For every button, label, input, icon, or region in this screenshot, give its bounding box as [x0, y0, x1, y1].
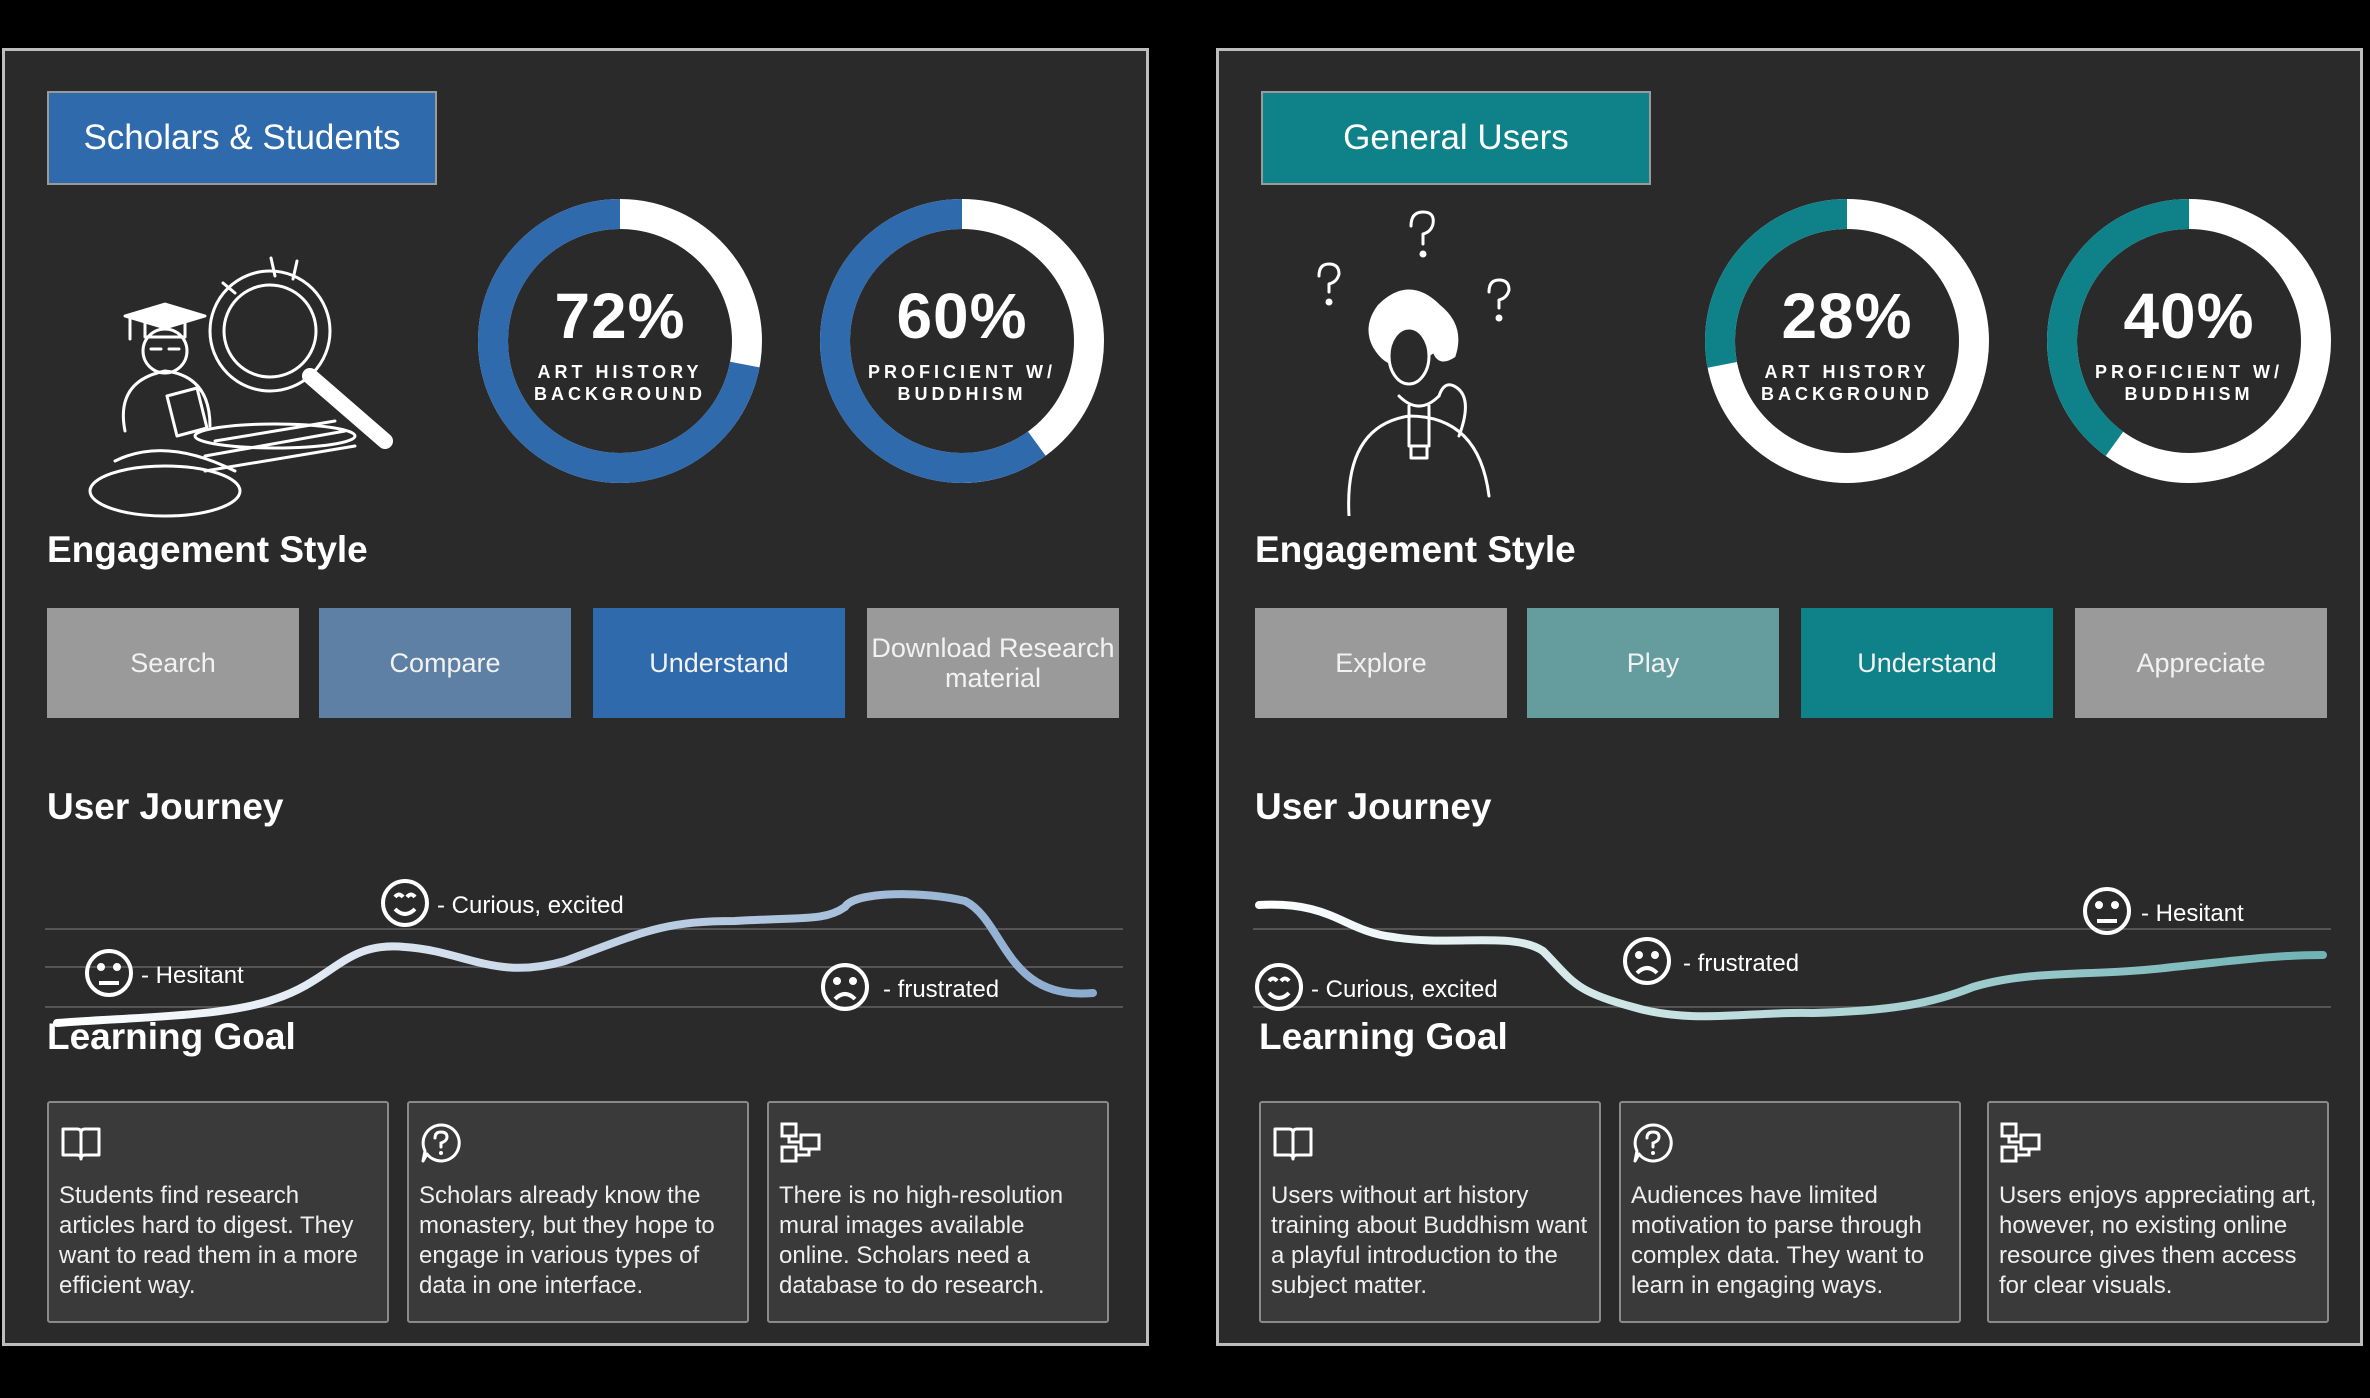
- journey-label-hesitant: - Hesitant: [2141, 900, 2244, 927]
- engagement-compare: Compare: [319, 608, 571, 718]
- learning-goal-heading: Learning Goal: [47, 1016, 296, 1057]
- donut-ring: [820, 199, 1104, 483]
- goal-card: Audiences have limited motivation to par…: [1619, 1101, 1961, 1323]
- journey-label-hesitant: - Hesitant: [141, 962, 244, 989]
- user-journey-chart: - Curious, excited - frustrated - Hesita…: [1253, 887, 2331, 1021]
- general-users-panel: General Users 28% ART HISTORY BACKGROUND…: [1216, 48, 2363, 1346]
- frowning-face-icon: [1623, 937, 1671, 985]
- frowning-face-icon: [821, 963, 869, 1011]
- user-journey-chart: - Hesitant - Curious, excited - frustrat…: [45, 879, 1123, 1027]
- journey-label-curious: - Curious, excited: [1311, 976, 1498, 1003]
- donut-percent: 28%: [1781, 280, 1913, 352]
- engagement-download: Download Research material: [867, 608, 1119, 718]
- engagement-heading: Engagement Style: [47, 529, 368, 570]
- donut-label: PROFICIENT W/ BUDDHISM: [2095, 362, 2283, 404]
- goal-card: There is no high-resolution mural images…: [767, 1101, 1109, 1323]
- general-user-illustration: [1317, 210, 1511, 516]
- goal-text: Users without art history training about…: [1271, 1182, 1588, 1299]
- journey-line: [53, 890, 1097, 1027]
- journey-label-frustrated: - frustrated: [883, 976, 999, 1003]
- neutral-face-icon: [2083, 887, 2131, 935]
- persona-title: Scholars & Students: [47, 91, 437, 185]
- smiling-face-icon: [1255, 963, 1303, 1011]
- persona-title: General Users: [1261, 91, 1651, 185]
- image-grid-icon: [780, 1122, 821, 1163]
- art-history-donut: 28% ART HISTORY BACKGROUND: [1697, 191, 1997, 491]
- donut-percent: 40%: [2123, 280, 2255, 352]
- engagement-appreciate: Appreciate: [2075, 608, 2327, 718]
- goal-card: Scholars already know the monastery, but…: [407, 1101, 749, 1323]
- donut-ring: [1705, 199, 1989, 483]
- donut-ring: [478, 199, 762, 483]
- goal-text: Students find research articles hard to …: [59, 1182, 358, 1299]
- goal-text: Audiences have limited motivation to par…: [1631, 1182, 1925, 1299]
- goal-card: Users enjoys appreciating art, however, …: [1987, 1101, 2329, 1323]
- donut-value-arc: [820, 199, 1104, 483]
- image-grid-icon: [2000, 1122, 2041, 1163]
- engagement-heading: Engagement Style: [1255, 529, 1576, 570]
- engagement-explore: Explore: [1255, 608, 1507, 718]
- learning-goal-heading: Learning Goal: [1259, 1016, 1508, 1057]
- engagement-understand: Understand: [593, 608, 845, 718]
- goal-text: Scholars already know the monastery, but…: [419, 1182, 715, 1299]
- donut-value-arc: [1705, 199, 1989, 483]
- donut-label: ART HISTORY BACKGROUND: [534, 362, 706, 404]
- journey-heading: User Journey: [47, 786, 284, 827]
- donut-percent: 60%: [896, 280, 1028, 352]
- donut-percent: 72%: [554, 280, 686, 352]
- scholars-panel: Scholars & Students 72% ART HISTORY BACK…: [2, 48, 1149, 1346]
- engagement-understand: Understand: [1801, 608, 2053, 718]
- donut-label: PROFICIENT W/ BUDDHISM: [868, 362, 1056, 404]
- donut-label: ART HISTORY BACKGROUND: [1761, 362, 1933, 404]
- smiling-face-icon: [381, 879, 429, 927]
- buddhism-donut: 60% PROFICIENT W/ BUDDHISM: [812, 191, 1112, 491]
- art-history-donut: 72% ART HISTORY BACKGROUND: [470, 191, 770, 491]
- goal-text: Users enjoys appreciating art, however, …: [1999, 1182, 2317, 1299]
- donut-value-arc: [478, 199, 762, 483]
- scholar-illustration: [88, 256, 393, 518]
- goal-card: Students find research articles hard to …: [47, 1101, 389, 1323]
- book-icon: [1273, 1127, 1313, 1161]
- book-icon: [61, 1127, 101, 1161]
- donut-value-arc: [2047, 199, 2331, 483]
- journey-label-frustrated: - frustrated: [1683, 950, 1799, 977]
- journey-line: [1255, 900, 2327, 1021]
- neutral-face-icon: [85, 949, 133, 997]
- engagement-play: Play: [1527, 608, 1779, 718]
- journey-heading: User Journey: [1255, 786, 1492, 827]
- goal-card: Users without art history training about…: [1259, 1101, 1601, 1323]
- buddhism-donut: 40% PROFICIENT W/ BUDDHISM: [2039, 191, 2339, 491]
- question-bubble-icon: [421, 1123, 461, 1163]
- journey-label-curious: - Curious, excited: [437, 892, 624, 919]
- question-bubble-icon: [1633, 1123, 1673, 1163]
- engagement-search: Search: [47, 608, 299, 718]
- donut-ring: [2047, 199, 2331, 483]
- goal-text: There is no high-resolution mural images…: [779, 1182, 1064, 1299]
